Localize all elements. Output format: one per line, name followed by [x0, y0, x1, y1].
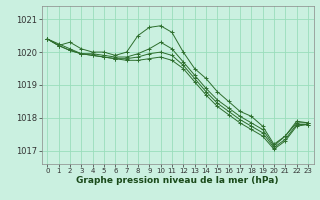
- X-axis label: Graphe pression niveau de la mer (hPa): Graphe pression niveau de la mer (hPa): [76, 176, 279, 185]
